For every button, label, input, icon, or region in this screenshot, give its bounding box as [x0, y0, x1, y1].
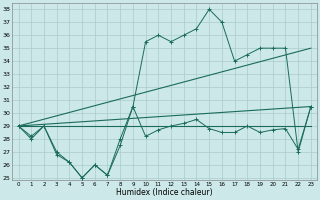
X-axis label: Humidex (Indice chaleur): Humidex (Indice chaleur): [116, 188, 213, 197]
